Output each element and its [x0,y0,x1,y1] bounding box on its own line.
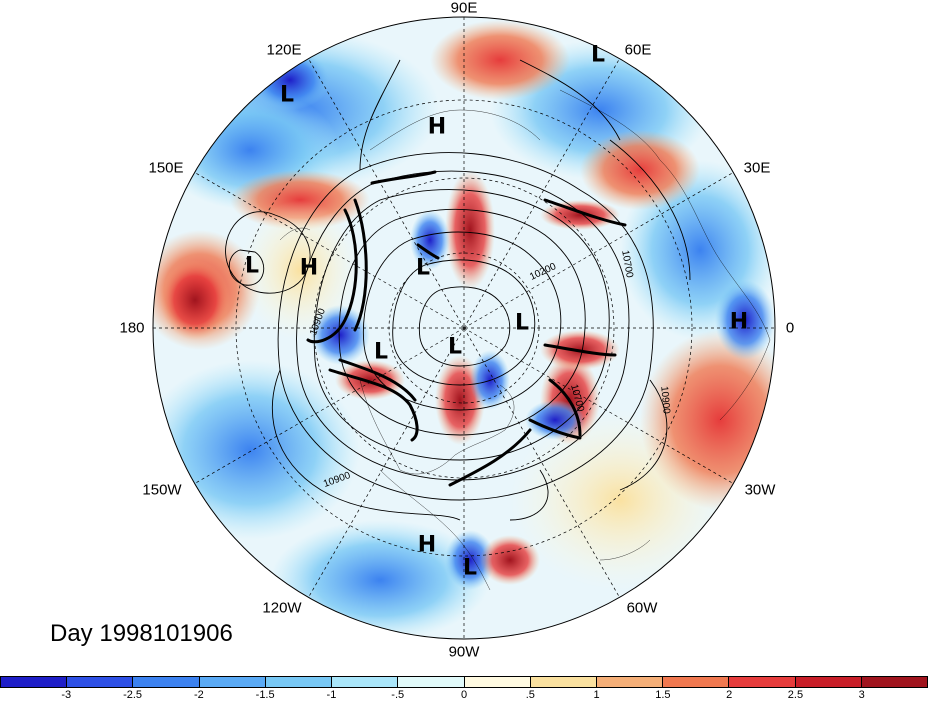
lon-label-0: 0 [785,319,795,337]
low-center: L [590,42,606,68]
colorbar-tick-label: 2 [726,689,733,701]
low-center: L [415,255,431,281]
lon-label-60w: 60W [626,599,658,617]
low-center: L [244,253,260,279]
lon-label-120e: 120E [266,41,302,59]
colorbar-tick-label: 2.5 [787,689,804,701]
colorbar-tick-label: 3 [858,689,865,701]
low-center: L [447,334,463,360]
colorbar-segment [67,677,134,687]
colorbar-segment [398,677,465,687]
colorbar-segment [729,677,796,687]
high-center: H [417,532,437,558]
colorbar-tick-label: 1.5 [655,689,671,701]
lon-label-90w: 90W [448,643,480,661]
height-contours [225,59,691,521]
lon-label-30w: 30W [744,481,776,499]
colorbar-tick-label: 1 [593,689,600,701]
colorbar-tick-label: 0 [460,689,468,701]
colorbar-segment [596,677,664,687]
lon-label-120w: 120W [262,599,302,617]
high-center: H [299,255,319,281]
date-label: Day 1998101906 [50,620,233,647]
colorbar-segment [795,677,862,687]
lon-label-150e: 150E [148,159,184,177]
low-center: L [373,339,389,365]
colorbar-tick-label: -3 [61,689,72,701]
colorbar-ticks: -3 -2.5 -2 -1.5 -1 -.5 0 .5 1 1.5 2 2.5 3 [0,689,928,702]
lon-label-90e: 90E [450,0,478,17]
high-center: H [729,309,749,335]
lon-label-180: 180 [119,319,145,337]
colorbar-tick-label: -1.5 [255,689,275,701]
low-center: L [462,555,478,581]
contour-label: 10900 [658,385,672,415]
colorbar-segment [530,677,597,687]
colorbar-tick-label: -2.5 [123,689,143,701]
map-boundary [152,16,776,640]
jet-streaks [306,170,627,487]
low-center: L [279,82,295,108]
lon-label-150w: 150W [142,481,182,499]
colorbar-segment [133,677,200,687]
lon-label-30e: 30E [743,159,771,177]
colorbar-segment [265,677,333,687]
colorbar-tick-label: -1 [326,689,337,701]
colorbar-segment [861,677,928,687]
colorbar-tick-label: .5 [525,689,535,701]
colorbar-segment [464,677,531,687]
lon-label-60e: 60E [624,41,652,59]
colorbar-tick-label: -.5 [391,689,405,701]
graticule [153,17,775,639]
colorbar-tick-label: -2 [193,689,204,701]
colorbar-segment [199,677,266,687]
high-center: H [427,114,447,140]
colorbar-segment [663,677,730,687]
colorbar [0,676,928,688]
colorbar-segment [332,677,399,687]
low-center: L [514,310,530,336]
colorbar-segment [1,677,68,687]
coastlines [279,89,771,591]
